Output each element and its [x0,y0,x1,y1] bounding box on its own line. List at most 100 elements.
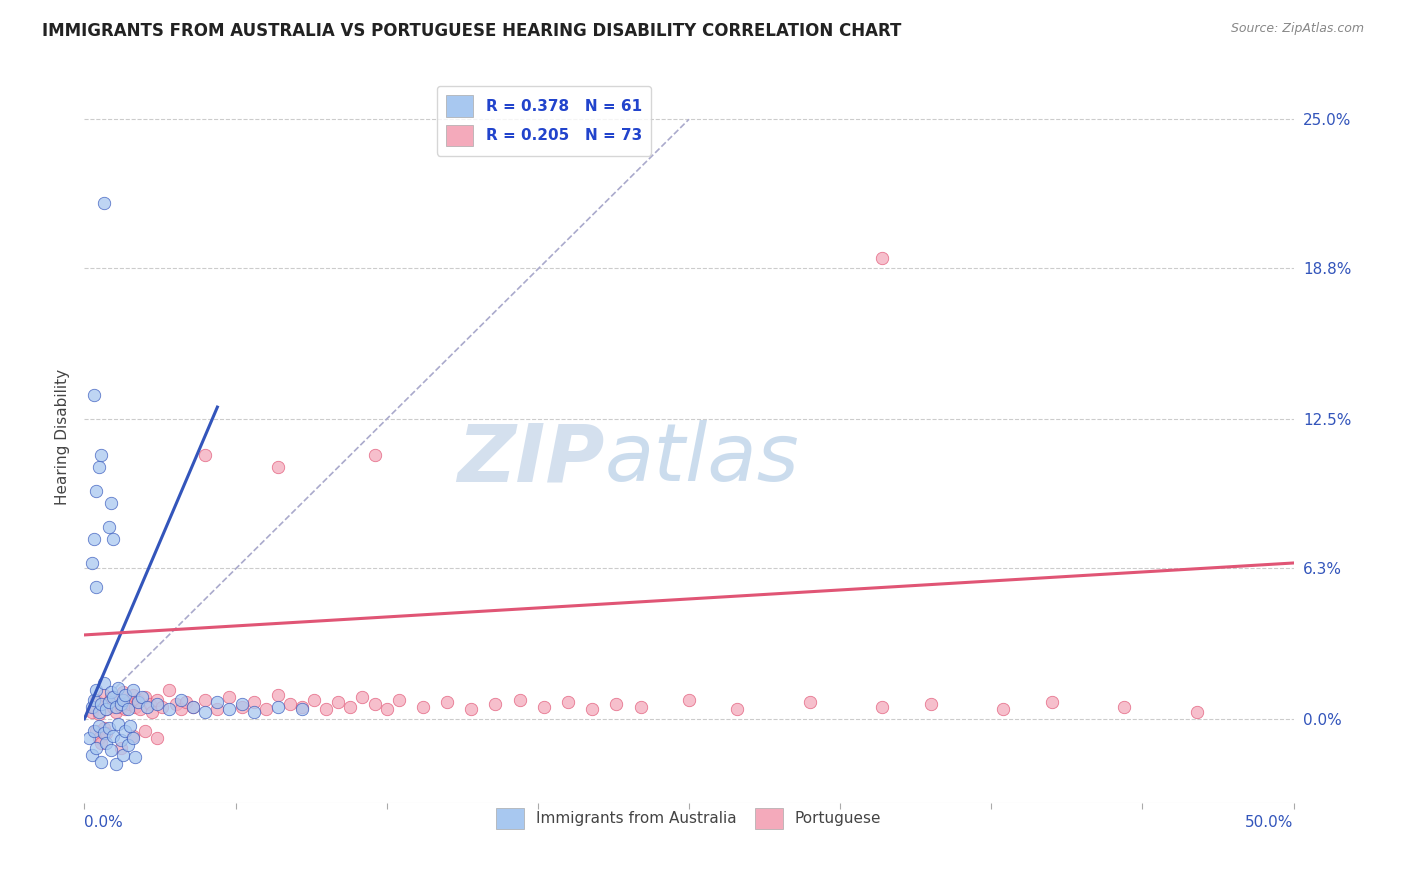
Point [363,698,385,712]
Point [146,692,169,706]
Point [93,196,115,211]
Point [94,736,117,750]
Point [170,702,193,716]
Point [86,723,108,738]
Point [93,722,115,736]
Point [97,520,120,534]
Point [127,692,149,706]
Point [90,448,112,462]
Point [103,690,125,705]
Point [557,695,579,709]
Point [121,729,143,743]
Point [1114,699,1136,714]
Point [86,692,108,706]
Point [90,698,112,712]
Point [278,698,301,712]
Point [291,699,314,714]
Point [103,699,125,714]
Point [484,698,506,712]
Point [103,729,125,743]
Point [86,683,108,698]
Point [86,580,108,594]
Point [242,695,264,709]
Point [181,699,204,714]
Point [174,695,197,709]
Point [103,532,125,546]
Point [129,702,152,716]
Point [83,723,105,738]
Point [117,702,139,716]
Point [90,755,112,769]
Point [90,736,112,750]
Point [678,692,700,706]
Point [124,750,146,764]
Point [107,681,129,695]
Point [138,698,160,712]
Point [77,731,100,745]
Point [100,743,122,757]
Point [94,702,117,716]
Text: 50.0%: 50.0% [1246,814,1294,830]
Point [352,690,374,705]
Point [100,690,122,705]
Point [112,692,135,706]
Point [83,388,105,402]
Point [121,683,143,698]
Point [267,688,290,702]
Point [80,705,103,719]
Point [107,716,129,731]
Text: atlas: atlas [605,420,799,498]
Point [134,690,156,705]
Point [124,699,146,714]
Text: ZIP: ZIP [457,420,605,498]
Point [207,702,229,716]
Point [136,699,159,714]
Point [1185,705,1208,719]
Point [104,705,127,719]
Point [100,685,122,699]
Legend: Immigrants from Australia, Portuguese: Immigrants from Australia, Portuguese [491,802,887,836]
Point [112,685,135,699]
Point [114,688,136,702]
Point [412,699,434,714]
Point [460,702,482,716]
Point [146,698,169,712]
Point [799,695,821,709]
Point [93,676,115,690]
Point [87,707,110,722]
Point [157,702,180,716]
Point [112,747,135,762]
Point [328,695,350,709]
Point [97,695,120,709]
Point [110,733,132,747]
Point [141,705,163,719]
Point [218,702,240,716]
Point [605,698,627,712]
Point [170,692,193,706]
Point [194,448,217,462]
Point [94,726,117,740]
Point [231,699,253,714]
Point [114,723,136,738]
Point [157,683,180,698]
Point [1040,695,1063,709]
Point [87,719,110,733]
Point [194,705,217,719]
Point [242,705,264,719]
Point [920,698,942,712]
Point [104,699,127,714]
Point [94,702,117,716]
Point [872,252,894,266]
Point [231,698,253,712]
Point [86,740,108,755]
Point [80,556,103,570]
Point [533,699,555,714]
Point [127,695,149,709]
Point [388,692,411,706]
Point [302,692,325,706]
Point [872,699,894,714]
Point [87,460,110,475]
Point [581,702,603,716]
Point [93,688,115,702]
Point [83,532,105,546]
